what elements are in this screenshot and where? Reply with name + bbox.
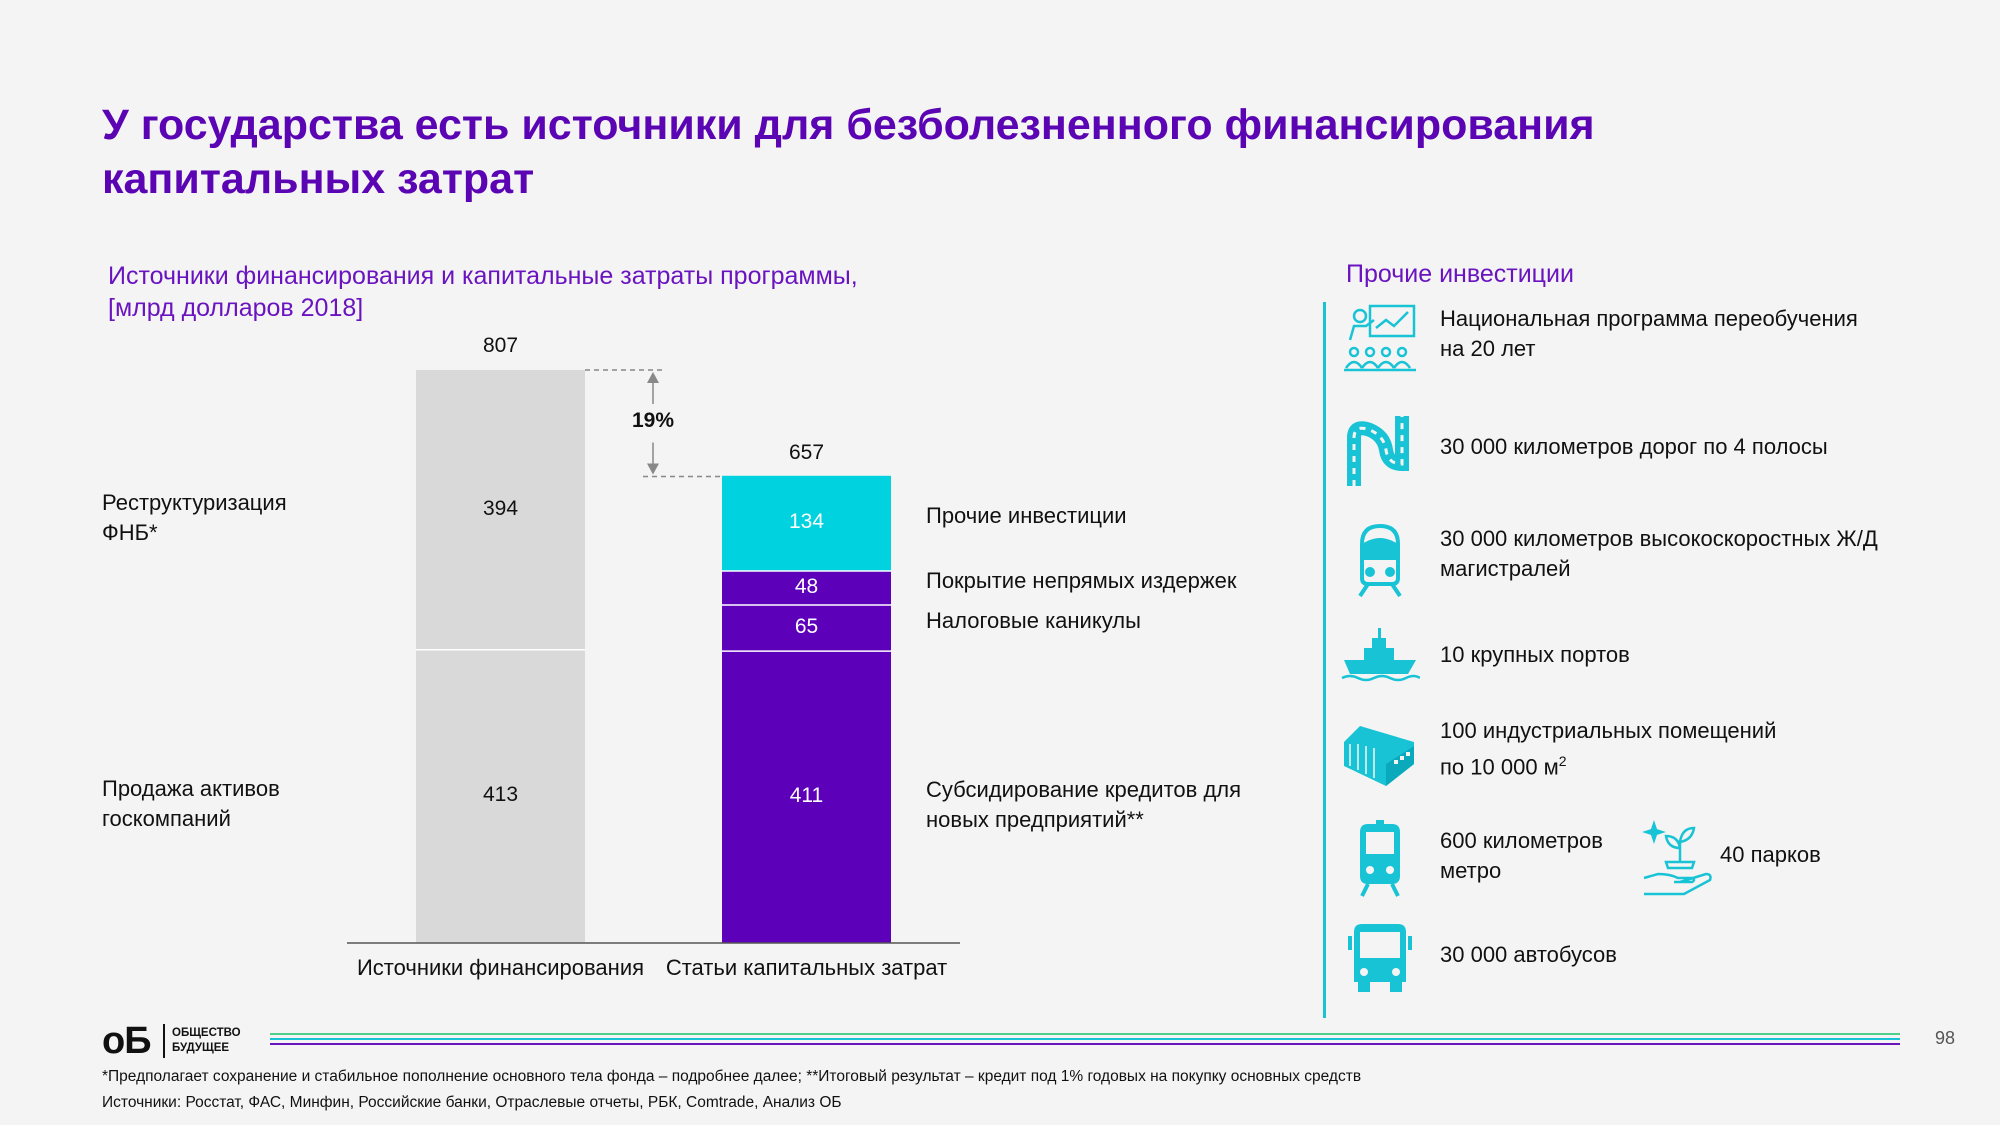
teacher-icon xyxy=(1344,304,1416,372)
investment-text: 600 километров метро xyxy=(1440,826,1603,886)
investment-line: магистралей xyxy=(1440,556,1571,581)
logo-text: ОБЩЕСТВО БУДУЩЕЕ xyxy=(172,1026,241,1056)
footnote: *Предполагает сохранение и стабильное по… xyxy=(102,1068,1362,1085)
investment-line: 10 крупных портов xyxy=(1440,642,1630,667)
investment-line: 30 000 автобусов xyxy=(1440,942,1617,967)
data-label: 411 xyxy=(789,784,824,808)
bar-segment xyxy=(416,370,585,650)
investment-line: на 20 лет xyxy=(1440,336,1536,361)
logo-mark: оБ xyxy=(102,1020,152,1062)
footer-lines xyxy=(270,1033,1900,1045)
waterfall-chart xyxy=(347,369,960,944)
metro-icon xyxy=(1360,820,1400,897)
category-label: Статьи капитальных затрат xyxy=(665,955,948,980)
investment-text: 30 000 километров высокоскоростных Ж/Д м… xyxy=(1440,524,1878,584)
investment-text: Национальная программа переобучения на 2… xyxy=(1440,304,1858,364)
bar-segment xyxy=(722,651,891,943)
investment-line: Национальная программа переобучения xyxy=(1440,306,1858,331)
gap-arrow-head-down xyxy=(647,463,659,475)
bus-icon xyxy=(1348,924,1412,992)
bar-segment xyxy=(722,570,891,606)
investment-text: 30 000 автобусов xyxy=(1440,940,1617,970)
divider-line xyxy=(1323,302,1326,1018)
road-icon xyxy=(1347,416,1409,486)
logo-line: БУДУЩЕЕ xyxy=(172,1042,230,1054)
data-label: 48 xyxy=(794,574,819,598)
investment-text: 30 000 километров дорог по 4 полосы xyxy=(1440,432,1828,462)
series-label: Продажа активов госкомпаний xyxy=(102,776,280,832)
investment-text: 100 индустриальных помещений по 10 000 м… xyxy=(1440,716,1776,782)
ship-icon xyxy=(1341,628,1420,682)
bar-segment xyxy=(416,649,585,943)
page-title: У государства есть источники для безболе… xyxy=(102,101,1595,203)
park-icon xyxy=(1642,820,1712,896)
gap-arrow-head-up xyxy=(647,372,659,383)
logo-separator xyxy=(163,1024,165,1058)
series-label: Прочие инвестиции xyxy=(926,503,1127,529)
series-label: Субсидирование кредитов для новых предпр… xyxy=(926,777,1242,833)
gap-label: 19% xyxy=(631,409,675,433)
chart-subtitle-line: Источники финансирования и капитальные з… xyxy=(108,262,858,290)
investment-text: 40 парков xyxy=(1720,840,1821,870)
data-label: 394 xyxy=(482,496,519,520)
series-label: Реструктуризация ФНБ* xyxy=(102,489,287,545)
investment-line: 600 километров xyxy=(1440,828,1603,853)
investment-line-main: по 10 000 м xyxy=(1440,754,1559,780)
data-label: 134 xyxy=(788,510,825,534)
chart-subtitle: Источники финансирования и капитальные з… xyxy=(108,260,1008,324)
investment-line: метро xyxy=(1440,858,1502,883)
investment-line: 40 парков xyxy=(1720,842,1821,867)
category-label: Источники финансирования xyxy=(356,955,645,980)
investment-text: 10 крупных портов xyxy=(1440,640,1630,670)
investment-line: 30 000 километров дорог по 4 полосы xyxy=(1440,434,1828,459)
investment-line: по 10 000 м2 xyxy=(1440,746,1776,782)
other-investments-title: Прочие инвестиции xyxy=(1346,260,1574,288)
logo-line: ОБЩЕСТВО xyxy=(172,1027,241,1039)
page-number: 98 xyxy=(1935,1028,1956,1048)
superscript: 2 xyxy=(1558,753,1567,769)
bar-segment xyxy=(722,475,891,571)
data-label: 65 xyxy=(794,615,819,639)
total-label: 807 xyxy=(482,334,519,357)
investment-line: 30 000 километров высокоскоростных Ж/Д xyxy=(1440,526,1878,551)
chart-unit: [млрд долларов 2018] xyxy=(108,294,364,322)
series-label: Налоговые каникулы xyxy=(926,608,1141,634)
data-label: 413 xyxy=(482,783,519,807)
sources: Источники: Росстат, ФАС, Минфин, Российс… xyxy=(102,1094,842,1111)
bar-segment xyxy=(722,605,891,652)
investment-item-parks: 40 парков xyxy=(1640,818,1940,898)
total-label: 657 xyxy=(788,440,825,464)
series-label: Покрытие непрямых издержек xyxy=(926,567,1237,593)
investment-line: 100 индустриальных помещений xyxy=(1440,718,1777,743)
train-icon xyxy=(1358,523,1402,598)
warehouse-icon xyxy=(1344,726,1414,786)
